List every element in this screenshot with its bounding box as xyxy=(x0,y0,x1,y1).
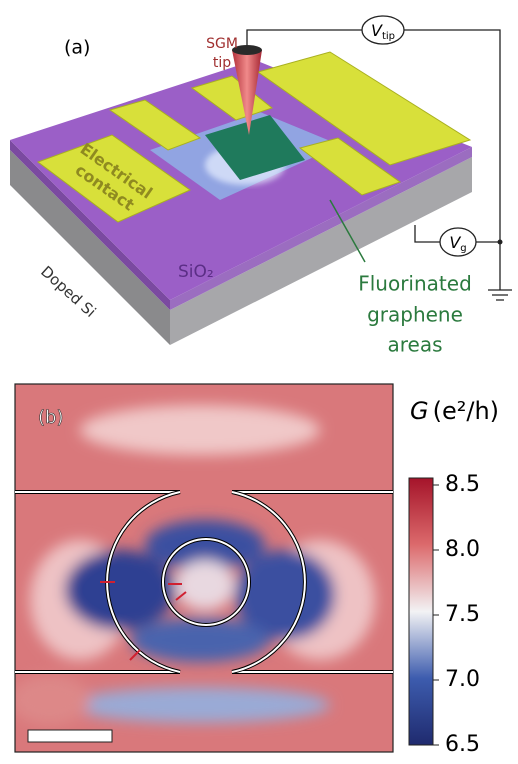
panel-label: (b) xyxy=(38,407,63,428)
substrate-label: Doped Si xyxy=(37,262,99,321)
colorbar-tick-label: 6.5 xyxy=(445,732,480,757)
sgm-map xyxy=(10,384,393,752)
subscript: g xyxy=(460,243,466,254)
colorbar-title: G(e²/h) xyxy=(410,397,499,425)
unit: (e²/h) xyxy=(433,397,499,425)
colorbar-tick-label: 7.0 xyxy=(445,667,480,692)
oxide-label: SiO₂ xyxy=(178,262,214,282)
figure: (a) SGM tip Vtip Vg Electrical contact S… xyxy=(0,0,518,764)
graphene-label: areas xyxy=(387,333,442,357)
scale-bar xyxy=(28,730,112,742)
graphene-label: Fluorinated xyxy=(358,272,472,296)
colorbar-tick-label: 8.5 xyxy=(445,472,480,497)
colorbar-tick-label: 8.0 xyxy=(445,537,480,562)
panel-label: (a) xyxy=(64,37,90,59)
symbol: G xyxy=(410,397,429,425)
colorbar-ticks: 6.5 7.0 7.5 8.0 8.5 xyxy=(433,472,480,757)
graphene-label: graphene xyxy=(367,303,463,327)
colorbar-tick-label: 7.5 xyxy=(445,602,480,627)
subscript: tip xyxy=(382,31,395,42)
tip-label: tip xyxy=(213,55,231,71)
tip-label: SGM xyxy=(206,36,238,52)
colorbar xyxy=(409,478,433,745)
